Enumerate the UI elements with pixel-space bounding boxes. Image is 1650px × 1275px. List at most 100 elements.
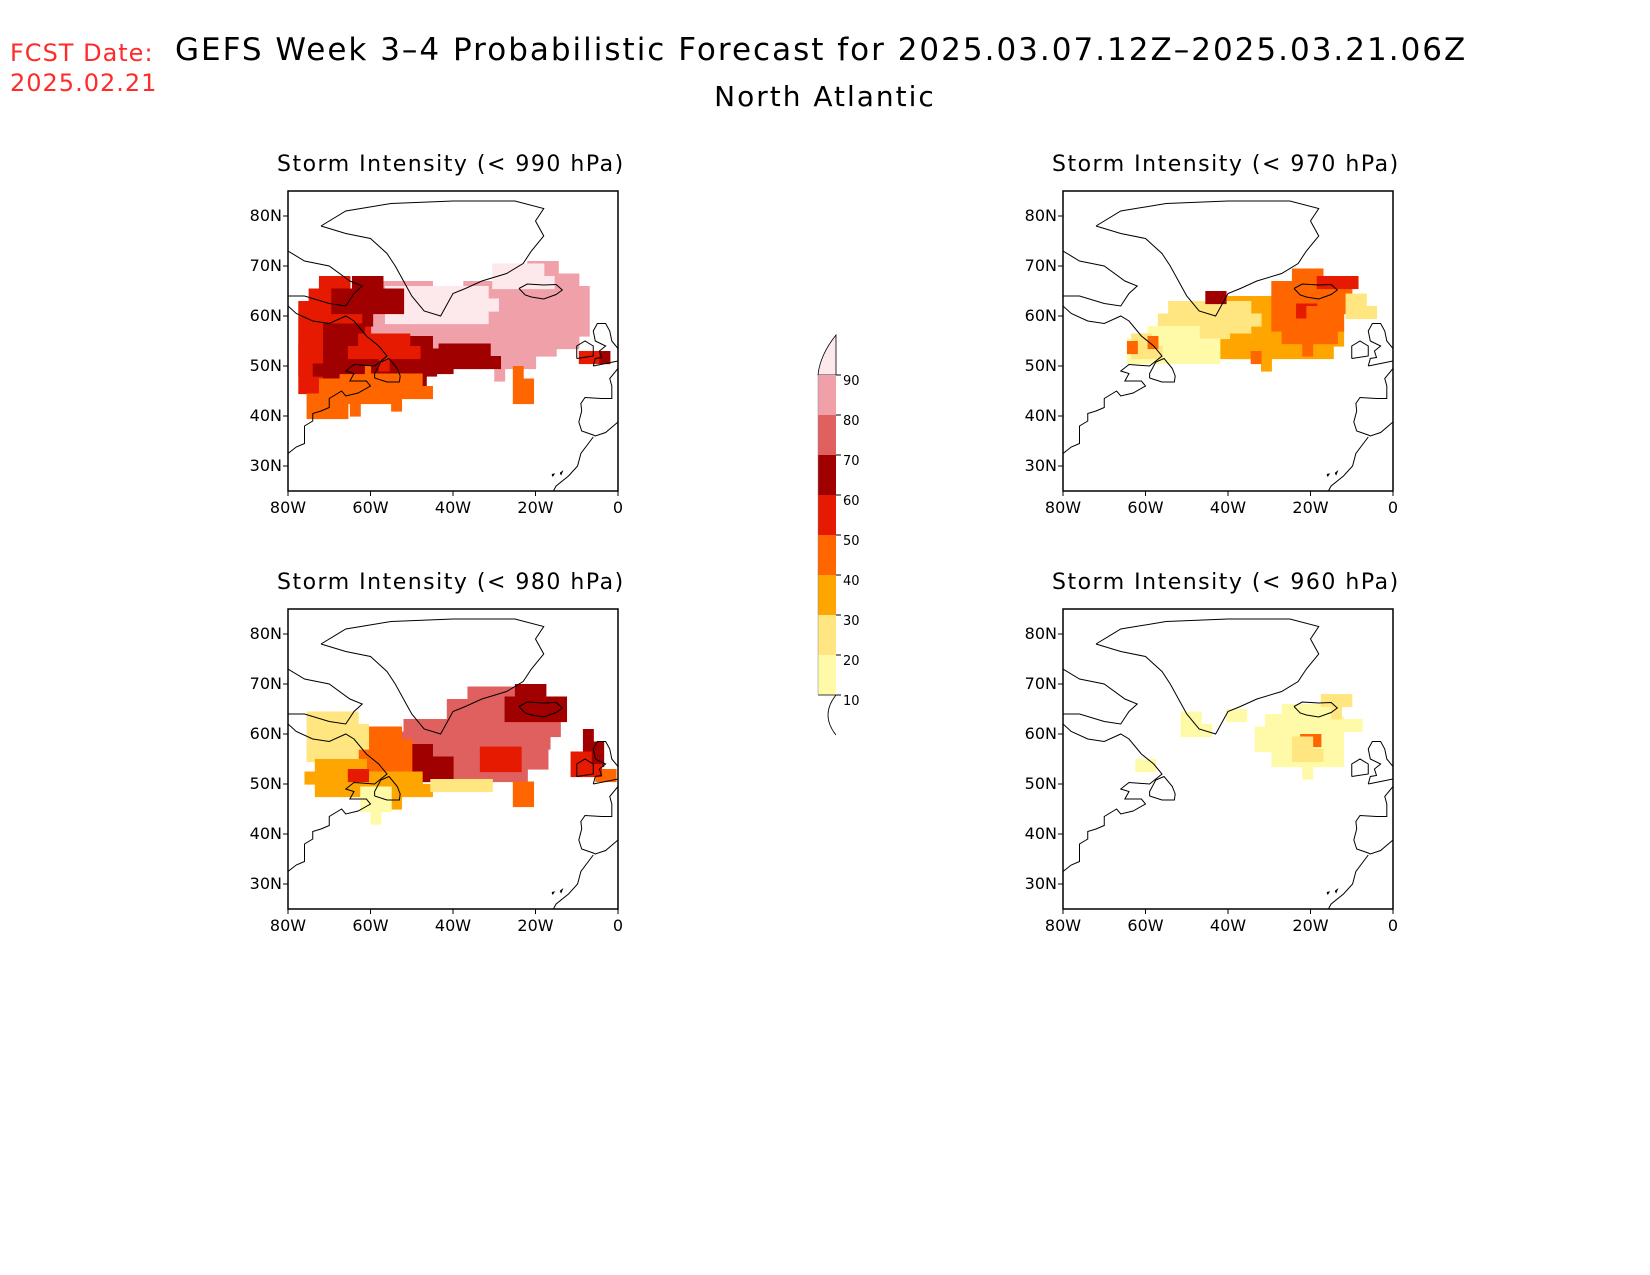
coastline: [1063, 668, 1139, 725]
colorbar-cap-top: [817, 333, 837, 376]
probability-cell: [413, 719, 425, 733]
probability-cell: [446, 311, 458, 325]
probability-cell: [337, 711, 349, 725]
probability-cell: [306, 711, 318, 725]
probability-cell: [1271, 346, 1283, 360]
probability-cell: [479, 343, 491, 357]
probability-cell: [323, 348, 334, 362]
coastline: [1063, 250, 1139, 307]
probability-cell: [395, 311, 407, 325]
probability-cell: [298, 343, 310, 357]
probability-cell: [430, 779, 442, 793]
probability-cell: [1316, 318, 1328, 332]
probability-cell: [360, 366, 372, 380]
probability-cell: [1219, 333, 1231, 347]
probability-cell: [477, 311, 489, 325]
probability-cell: [442, 318, 454, 332]
lon-label: 0: [1387, 916, 1399, 935]
probability-cell: [339, 378, 351, 392]
map-canvas: [283, 190, 619, 496]
lon-label: 60W: [352, 498, 389, 517]
probability-cell: [329, 276, 341, 290]
coastline: [518, 701, 564, 718]
lat-label: 80N: [1024, 624, 1057, 643]
probability-cell: [525, 709, 537, 723]
probability-cell: [1250, 296, 1262, 310]
probability-cell: [316, 749, 328, 763]
coastline: [552, 854, 594, 909]
colorbar-segment: [818, 455, 836, 495]
probability-cell: [1190, 711, 1202, 725]
probability-cell: [405, 311, 417, 325]
probability-cell: [578, 311, 590, 325]
lat-label: 60N: [249, 724, 282, 743]
probability-cell: [1296, 331, 1307, 345]
probability-cell: [1279, 288, 1291, 302]
probability-cell: [343, 361, 355, 375]
probability-cell: [362, 288, 374, 302]
probability-cell: [1188, 301, 1200, 315]
probability-cell: [525, 356, 537, 370]
lat-label: 80N: [249, 624, 282, 643]
probability-cell: [537, 323, 549, 337]
probability-cell: [556, 696, 568, 710]
probability-cell: [568, 273, 580, 287]
coastline: [551, 891, 556, 895]
probability-cell: [1261, 296, 1272, 310]
probability-cell: [1366, 306, 1378, 320]
probability-cell: [331, 301, 343, 315]
coastline: [1334, 888, 1339, 894]
probability-cell: [558, 336, 570, 350]
probability-cell: [401, 751, 413, 765]
probability-cell: [457, 311, 469, 325]
probability-cell: [380, 786, 392, 800]
probability-cell: [339, 313, 351, 327]
lat-label: 70N: [249, 256, 282, 275]
probability-cell: [333, 323, 345, 337]
probability-cell: [1240, 313, 1252, 327]
probability-cell: [1291, 729, 1303, 743]
probability-cell: [1312, 268, 1324, 282]
probability-cell: [347, 736, 359, 750]
probability-cell: [372, 301, 384, 315]
probability-cell: [308, 356, 320, 370]
probability-cell: [547, 311, 559, 325]
probability-cell: [527, 336, 539, 350]
probability-cell: [372, 276, 384, 290]
probability-cell: [1306, 306, 1318, 320]
probability-cell: [1230, 301, 1241, 315]
probability-cell: [488, 699, 499, 713]
probability-cell: [467, 749, 479, 763]
probability-cell: [512, 781, 524, 795]
probability-cell: [1230, 326, 1241, 340]
probability-cell: [1331, 694, 1343, 708]
coastline: [320, 200, 545, 317]
probability-cell: [455, 756, 466, 770]
probability-cell: [393, 288, 405, 302]
probability-cell: [558, 311, 570, 325]
probability-cell: [1219, 346, 1231, 360]
probability-cell: [1281, 716, 1293, 730]
probability-cell: [498, 724, 510, 738]
probability-cell: [535, 343, 547, 357]
lat-label: 40N: [249, 406, 282, 425]
probability-cell: [1219, 301, 1231, 315]
probability-cell: [391, 751, 403, 765]
probability-cell: [306, 406, 318, 420]
probability-cell: [362, 276, 374, 290]
probability-cell: [314, 759, 326, 773]
probability-cell: [316, 736, 328, 750]
probability-cell: [318, 313, 330, 327]
probability-cell: [446, 724, 458, 738]
coastline: [1334, 470, 1339, 476]
probability-cell: [323, 323, 334, 337]
panel-970: Storm Intensity (< 970 hPa) 80N 70N 60N 50N…: [990, 150, 1410, 530]
probability-cell: [1281, 281, 1293, 295]
probability-cell: [467, 286, 479, 300]
probability-cell: [440, 779, 452, 793]
probability-cell: [337, 736, 349, 750]
probability-cell: [1279, 301, 1291, 315]
lat-label: 40N: [1024, 824, 1057, 843]
probability-cell: [580, 764, 592, 778]
probability-cell: [380, 386, 392, 400]
